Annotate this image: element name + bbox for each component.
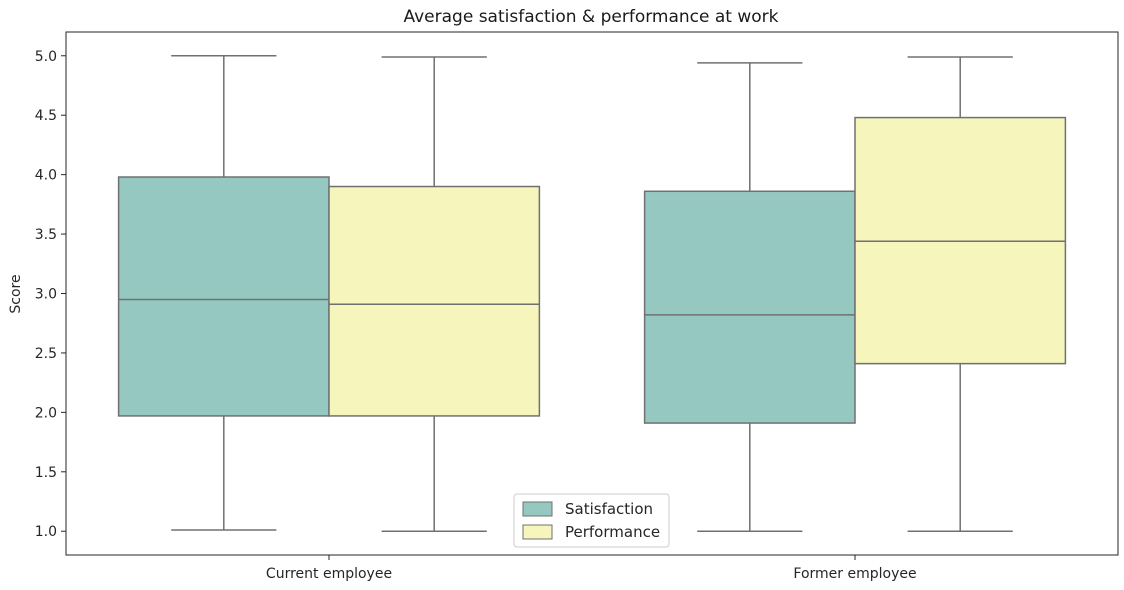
y-tick-label: 1.5 [35,465,57,481]
boxes [117,55,1067,532]
box-performance [854,56,1067,532]
box-performance [328,56,541,532]
box-iqr [643,190,856,424]
box-iqr [117,176,330,417]
x-axis: Current employee Former employee [266,555,917,582]
box-satisfaction [117,55,330,531]
legend-label-performance: Performance [565,523,660,541]
x-tick-label: Current employee [266,566,392,582]
y-tick-label: 5.0 [35,49,57,65]
legend-swatch-satisfaction [522,501,553,517]
legend-swatch-performance [522,524,553,540]
y-tick-label: 3.5 [35,227,57,243]
y-tick-label: 3.0 [35,287,57,303]
x-tick-label: Former employee [793,566,916,582]
y-tick-label: 4.5 [35,108,57,124]
y-tick-label: 2.5 [35,346,57,362]
legend-frame [513,493,670,548]
box-satisfaction [643,62,856,532]
legend: Satisfaction Performance [513,493,670,548]
chart-title: Average satisfaction & performance at wo… [403,7,778,27]
y-tick-label: 4.0 [35,168,57,184]
y-tick-label: 1.0 [35,524,57,540]
box-iqr [328,185,541,417]
y-axis: 1.0 1.5 2.0 2.5 3.0 3.5 4.0 4.5 5.0 [35,49,66,540]
y-tick-label: 2.0 [35,405,57,421]
legend-label-satisfaction: Satisfaction [565,500,653,518]
y-axis-label: Score [8,274,24,313]
